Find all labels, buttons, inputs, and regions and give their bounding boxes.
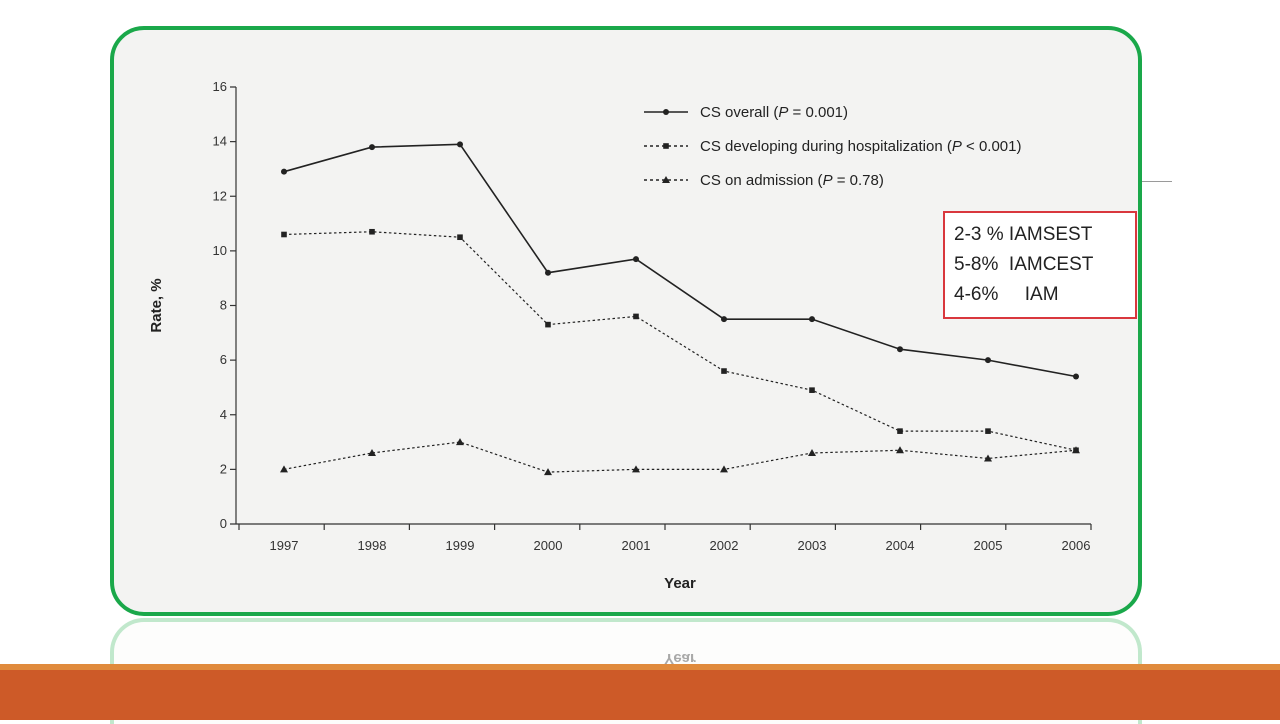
x-tick-label: 2002: [710, 538, 739, 553]
x-axis-title: Year: [664, 575, 696, 592]
y-tick-label: 4: [220, 407, 227, 422]
y-tick-label: 0: [220, 516, 227, 531]
series-2-line: [283, 231, 1077, 451]
series-2-point: [985, 428, 991, 434]
y-tick-label: 8: [220, 298, 227, 313]
series-2-point: [633, 313, 639, 320]
series-2-point: [457, 234, 463, 241]
x-tick-label: 2001: [622, 538, 651, 553]
x-tick-label: 1997: [270, 538, 299, 553]
x-tick-label: 2005: [974, 538, 1003, 553]
x-tick-label: 1998: [358, 538, 387, 553]
x-tick-label: 1999: [446, 538, 475, 553]
series-3-point: [544, 468, 552, 476]
legend-marker-2: [663, 143, 669, 149]
series-1-point: [1073, 373, 1079, 380]
chart-series: [280, 141, 1080, 476]
series-3-point: [984, 454, 992, 462]
series-2-point: [809, 387, 815, 393]
series-1-point: [897, 346, 903, 353]
legend-marker-1: [663, 109, 669, 115]
series-2-point: [545, 321, 551, 328]
series-1-point: [809, 316, 815, 323]
y-axis-title: Rate, %: [148, 278, 165, 332]
y-tick-label: 12: [213, 188, 227, 203]
annotation-box: 2-3 % IAMSEST 5-8% IAMCEST 4-6% IAM: [943, 211, 1137, 319]
y-tick-label: 16: [213, 79, 227, 94]
series-3-point: [896, 446, 904, 454]
series-3-point: [456, 438, 464, 446]
annotation-line-2: 5-8% IAMCEST: [954, 254, 1094, 275]
series-1-point: [281, 168, 287, 175]
series-1-point: [457, 141, 463, 148]
x-tick-label: 2003: [798, 538, 827, 553]
series-1-point: [721, 316, 727, 323]
chart-axes: 0 2 4 6 8 10 12 14 16 1997 1998 1999 2000 2001 2002 200…: [148, 79, 1092, 592]
series-2-point: [721, 368, 727, 374]
x-tick-label: 2004: [886, 538, 915, 553]
legend-label-2: CS developing during hospitalization (P …: [700, 138, 1021, 155]
legend-marker-3: [662, 176, 670, 183]
series-1: [281, 141, 1079, 380]
y-tick-label: 6: [220, 352, 227, 367]
series-1-point: [985, 357, 991, 364]
y-tick-label: 2: [220, 461, 227, 476]
series-2-point: [281, 231, 287, 238]
legend-label-3: CS on admission (P = 0.78): [700, 172, 884, 189]
annotation-box-border: [943, 211, 1137, 319]
series-3-point: [632, 465, 640, 473]
series-3-point: [1072, 446, 1080, 454]
series-3-point: [808, 448, 816, 456]
annotation-line-3: 4-6% IAM: [954, 284, 1059, 305]
series-3: [280, 438, 1080, 476]
series-2-point: [369, 228, 375, 235]
chart-frame: 0 2 4 6 8 10 12 14 16 1997 1998 1999 2000 2001 2002 200…: [110, 26, 1142, 616]
legend-label-1: CS overall (P = 0.001): [700, 104, 848, 121]
x-tick-label: 2000: [534, 538, 563, 553]
x-tick-label: 2006: [1062, 538, 1091, 553]
line-chart: 0 2 4 6 8 10 12 14 16 1997 1998 1999 2000 2001 2002 200…: [148, 79, 1137, 592]
series-1-point: [545, 269, 551, 276]
series-2-point: [897, 428, 903, 434]
series-1-point: [369, 144, 375, 151]
series-1-line: [283, 143, 1077, 378]
series-3-point: [720, 465, 728, 473]
series-3-line: [283, 441, 1077, 473]
series-3-point: [280, 465, 288, 473]
y-tick-label: 10: [213, 243, 227, 258]
y-tick-label: 14: [213, 134, 227, 149]
annotation-line-1: 2-3 % IAMSEST: [954, 224, 1093, 245]
bottom-accent-band: [0, 664, 1280, 720]
series-3-point: [368, 448, 376, 456]
chart-legend: CS overall (P = 0.001) CS developing duri…: [644, 104, 1021, 189]
reflection-x-title: Year: [664, 650, 696, 667]
decorative-accent-line: [1140, 181, 1172, 182]
series-1-point: [633, 256, 639, 263]
